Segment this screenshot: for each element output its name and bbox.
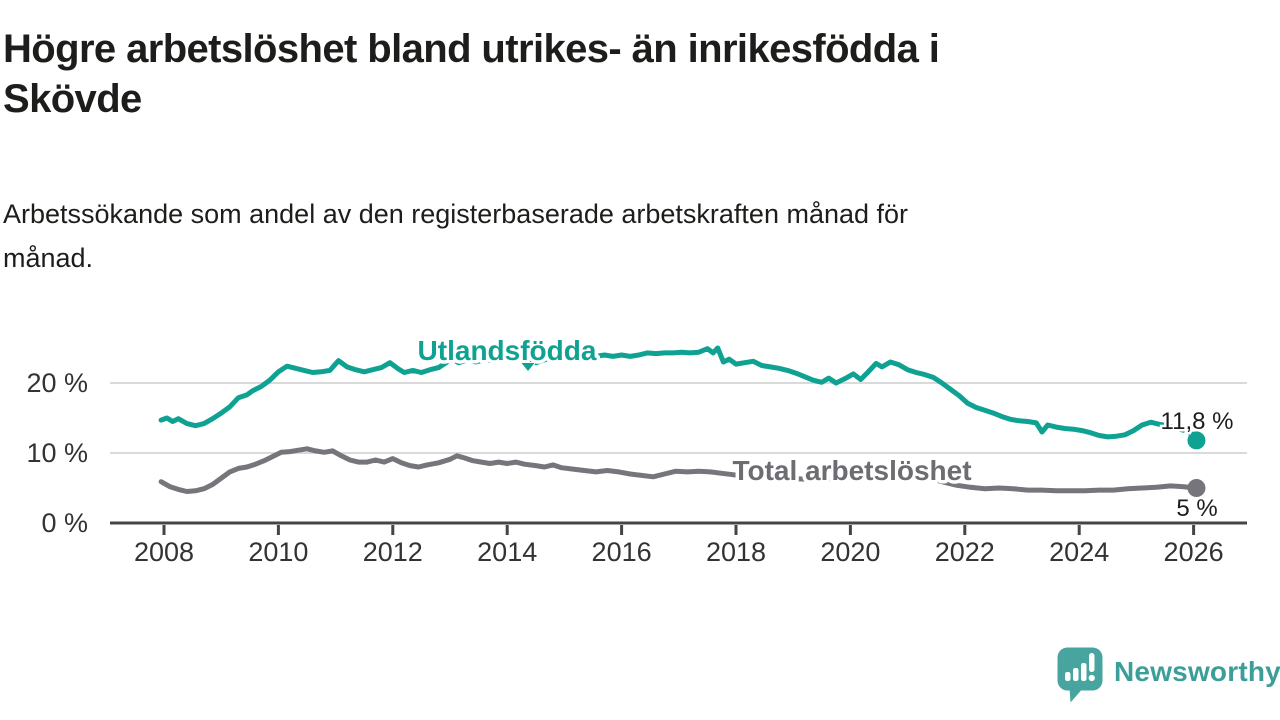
subtitle-line-1: Arbetssökande som andel av den registerb… — [3, 199, 909, 229]
x-tick-label: 2008 — [134, 537, 194, 567]
end-dot-utlandsfodda — [1187, 431, 1206, 450]
y-tick-label: 0 % — [41, 508, 88, 538]
x-tick-label: 2022 — [935, 537, 995, 567]
y-tick-label: 20 % — [26, 368, 88, 398]
x-tick-label: 2014 — [477, 537, 537, 567]
newsworthy-logo-text: Newsworthy — [1114, 656, 1280, 687]
x-tick-label: 2026 — [1164, 537, 1224, 567]
x-tick-label: 2018 — [706, 537, 766, 567]
x-tick-label: 2020 — [820, 537, 880, 567]
series-label-caret-icon — [519, 362, 537, 373]
series-label-total: Total arbetslöshet — [732, 455, 971, 486]
page-title: Högre arbetslöshet bland utrikes- än inr… — [3, 24, 940, 124]
end-value-label-total: 5 % — [1176, 495, 1217, 522]
exclamation-bar — [1089, 653, 1095, 672]
bar-1 — [1065, 672, 1071, 681]
x-tick-label: 2016 — [592, 537, 652, 567]
chart-subtitle: Arbetssökande som andel av den registerb… — [3, 192, 908, 280]
speech-bubble-shape — [1057, 647, 1103, 703]
x-tick-label: 2024 — [1049, 537, 1109, 567]
exclamation-dot — [1088, 674, 1095, 682]
newsworthy-logo-icon — [1057, 647, 1103, 703]
end-dot-total — [1187, 479, 1206, 497]
subtitle-line-2: månad. — [3, 243, 94, 273]
line-utlandsfodda — [158, 345, 1199, 443]
end-value-label-utlandsfodda: 11,8 % — [1161, 408, 1234, 435]
newsworthy-logo: Newsworthy — [1056, 646, 1280, 704]
y-tick-label: 10 % — [26, 438, 88, 468]
title-line-2: Skövde — [3, 77, 142, 121]
x-tick-label: 2010 — [248, 537, 308, 567]
bar-3 — [1081, 663, 1087, 681]
title-line-1: Högre arbetslöshet bland utrikes- än inr… — [3, 27, 940, 71]
x-tick-label: 2012 — [363, 537, 423, 567]
line-total-arbetsloshet — [158, 446, 1199, 494]
series-label-utlandsfodda: Utlandsfödda — [418, 335, 597, 366]
bar-2 — [1073, 668, 1079, 681]
